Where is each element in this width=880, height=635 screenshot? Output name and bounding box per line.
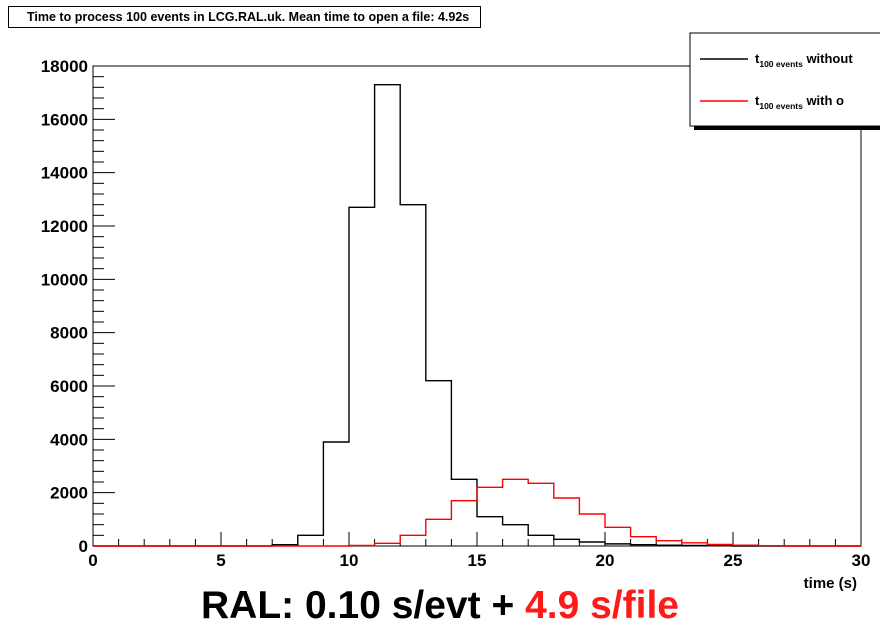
histogram-bin: [426, 381, 452, 546]
histogram-bin: [503, 479, 529, 546]
histogram-series-2: [93, 478, 861, 547]
y-tick-label: 18000: [41, 57, 88, 76]
legend: t100 events without t100 events with o: [689, 32, 880, 130]
plot-frame: [92, 65, 862, 547]
legend-box: [689, 32, 880, 127]
y-tick-label: 12000: [41, 217, 88, 236]
y-tick-label: 6000: [50, 377, 88, 396]
histogram-bin: [554, 539, 580, 546]
x-tick-label: 0: [88, 551, 97, 570]
x-tick-label: 5: [216, 551, 225, 570]
x-tick-label: 30: [852, 551, 871, 570]
x-tick-label: 10: [340, 551, 359, 570]
series-layer: [93, 83, 861, 547]
histogram-bin: [400, 205, 426, 546]
histogram-bin: [375, 85, 401, 546]
histogram-bin: [528, 483, 554, 546]
caption-rate-per-file: 4.9 s/file: [525, 584, 679, 627]
histogram-bin: [298, 535, 324, 546]
y-tick-label: 8000: [50, 324, 88, 343]
histogram-bin: [528, 535, 554, 546]
y-tick-label: 0: [79, 537, 88, 556]
legend-entry: t100 events with o: [755, 93, 844, 111]
histogram-bin: [579, 514, 605, 546]
histogram-bin: [426, 519, 452, 546]
y-tick-label: 10000: [41, 270, 88, 289]
histogram-bin: [323, 442, 349, 546]
chart-title-box: Time to process 100 events in LCG.RAL.uk…: [8, 6, 481, 28]
axis-tick-labels: 0 5 10 15 20 25 30 0 2000 4000 6000 8000 10000 12000 1…: [41, 57, 871, 570]
histogram-bin: [400, 535, 426, 546]
y-tick-label: 2000: [50, 484, 88, 503]
y-tick-label: 16000: [41, 110, 88, 129]
histogram-bin: [451, 479, 477, 546]
axis-ticks: [92, 65, 862, 547]
histogram-bin: [451, 501, 477, 546]
histogram-bin: [349, 207, 375, 546]
legend-entry: t100 events without: [755, 51, 853, 69]
histogram-step-line: [93, 83, 861, 547]
x-axis-label: time (s): [804, 575, 857, 592]
histogram-series-1: [93, 83, 861, 547]
summary-caption: RAL: 0.10 s/evt + 4.9 s/file: [0, 580, 880, 632]
histogram-bin: [503, 525, 529, 546]
histogram-bin: [477, 517, 503, 546]
x-tick-label: 20: [596, 551, 615, 570]
chart-title: Time to process 100 events in LCG.RAL.uk…: [27, 10, 470, 24]
caption-rate-per-event: RAL: 0.10 s/evt +: [201, 584, 526, 627]
y-tick-label: 4000: [50, 430, 88, 449]
x-tick-label: 25: [724, 551, 743, 570]
histogram-step-line: [93, 478, 861, 547]
y-tick-label: 14000: [41, 164, 88, 183]
x-tick-label: 15: [468, 551, 487, 570]
